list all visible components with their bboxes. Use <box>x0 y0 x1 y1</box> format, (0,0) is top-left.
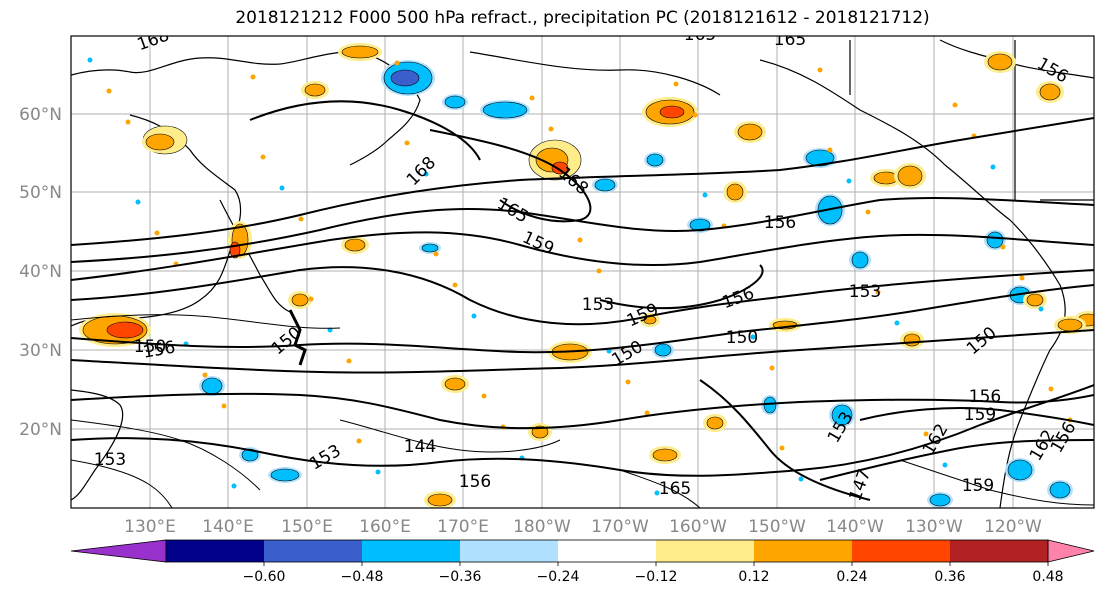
colorbar-swatch <box>166 540 264 562</box>
colorbar-tick-label: −0.60 <box>243 569 286 585</box>
longitude-labels: 130°E 140°E 150°E 160°E 170°E 180°W 170°W 160°W… <box>124 517 1042 537</box>
contour-label: 165 <box>684 25 716 45</box>
latitude-labels: 60°N 50°N 40°N 30°N 20°N <box>19 105 62 440</box>
latitude-label: 60°N <box>19 105 62 125</box>
latitude-label: 30°N <box>19 341 62 361</box>
colorbar-tick-label: −0.48 <box>341 569 384 585</box>
precipitation-shading <box>79 43 1094 508</box>
contour-label: 156 <box>459 472 491 492</box>
map-border <box>70 35 1095 509</box>
colorbar-tick-label: 0.24 <box>836 569 867 585</box>
longitude-label: 140°W <box>826 517 884 537</box>
colorbar-swatch <box>852 540 950 562</box>
colorbar-tick-label: 0.48 <box>1032 569 1063 585</box>
longitude-label: 140°E <box>202 517 254 537</box>
colorbar-swatch <box>362 540 460 562</box>
colorbar-extend-right <box>1047 539 1095 563</box>
longitude-label: 130°E <box>124 517 176 537</box>
colorbar-swatch <box>558 540 656 562</box>
colorbar-tick-label: 0.12 <box>738 569 769 585</box>
colorbar-swatch <box>264 540 362 562</box>
refractivity-contours <box>71 100 1094 501</box>
colorbar: −0.60 −0.48 −0.36 −0.24 −0.12 0.12 0.24 0.36 0.4… <box>70 539 1095 585</box>
colorbar-extend-left <box>70 539 167 563</box>
colorbar-tick-label: −0.24 <box>537 569 580 585</box>
contour-label: 165 <box>774 30 806 50</box>
longitude-label: 130°W <box>905 517 963 537</box>
colorbar-tick-label: −0.12 <box>635 569 678 585</box>
longitude-label: 120°W <box>984 517 1042 537</box>
latitude-label: 50°N <box>19 183 62 203</box>
contour-label: 156 <box>764 213 796 233</box>
contour-label: 159 <box>964 405 996 425</box>
latitude-label: 20°N <box>19 420 62 440</box>
contour-label: 159 <box>962 476 994 496</box>
contour-label: 153 <box>849 282 881 302</box>
longitude-label: 150°E <box>281 517 333 537</box>
contour-label: 150 <box>726 328 758 348</box>
colorbar-tick-label: −0.36 <box>439 569 482 585</box>
colorbar-tick-label: 0.36 <box>934 569 965 585</box>
contour-label: 165 <box>659 479 691 499</box>
latitude-label: 40°N <box>19 262 62 282</box>
contour-label: 153 <box>582 295 614 315</box>
longitude-label: 160°E <box>359 517 411 537</box>
colorbar-swatch <box>656 540 754 562</box>
contour-label: 153 <box>94 450 126 470</box>
longitude-label: 160°W <box>669 517 727 537</box>
refractivity-contours-thin <box>71 314 1094 508</box>
colorbar-swatch <box>754 540 852 562</box>
contour-label: 150 <box>134 337 166 357</box>
longitude-label: 170°E <box>437 517 489 537</box>
map-title: 2018121212 F000 500 hPa refract., precip… <box>235 8 930 28</box>
longitude-label: 170°W <box>591 517 649 537</box>
colorbar-swatch <box>950 540 1048 562</box>
longitude-label: 180°W <box>513 517 571 537</box>
colorbar-swatch <box>460 540 558 562</box>
contour-label: 144 <box>404 437 436 457</box>
longitude-label: 150°W <box>748 517 806 537</box>
contour-label: 156 <box>969 387 1001 407</box>
